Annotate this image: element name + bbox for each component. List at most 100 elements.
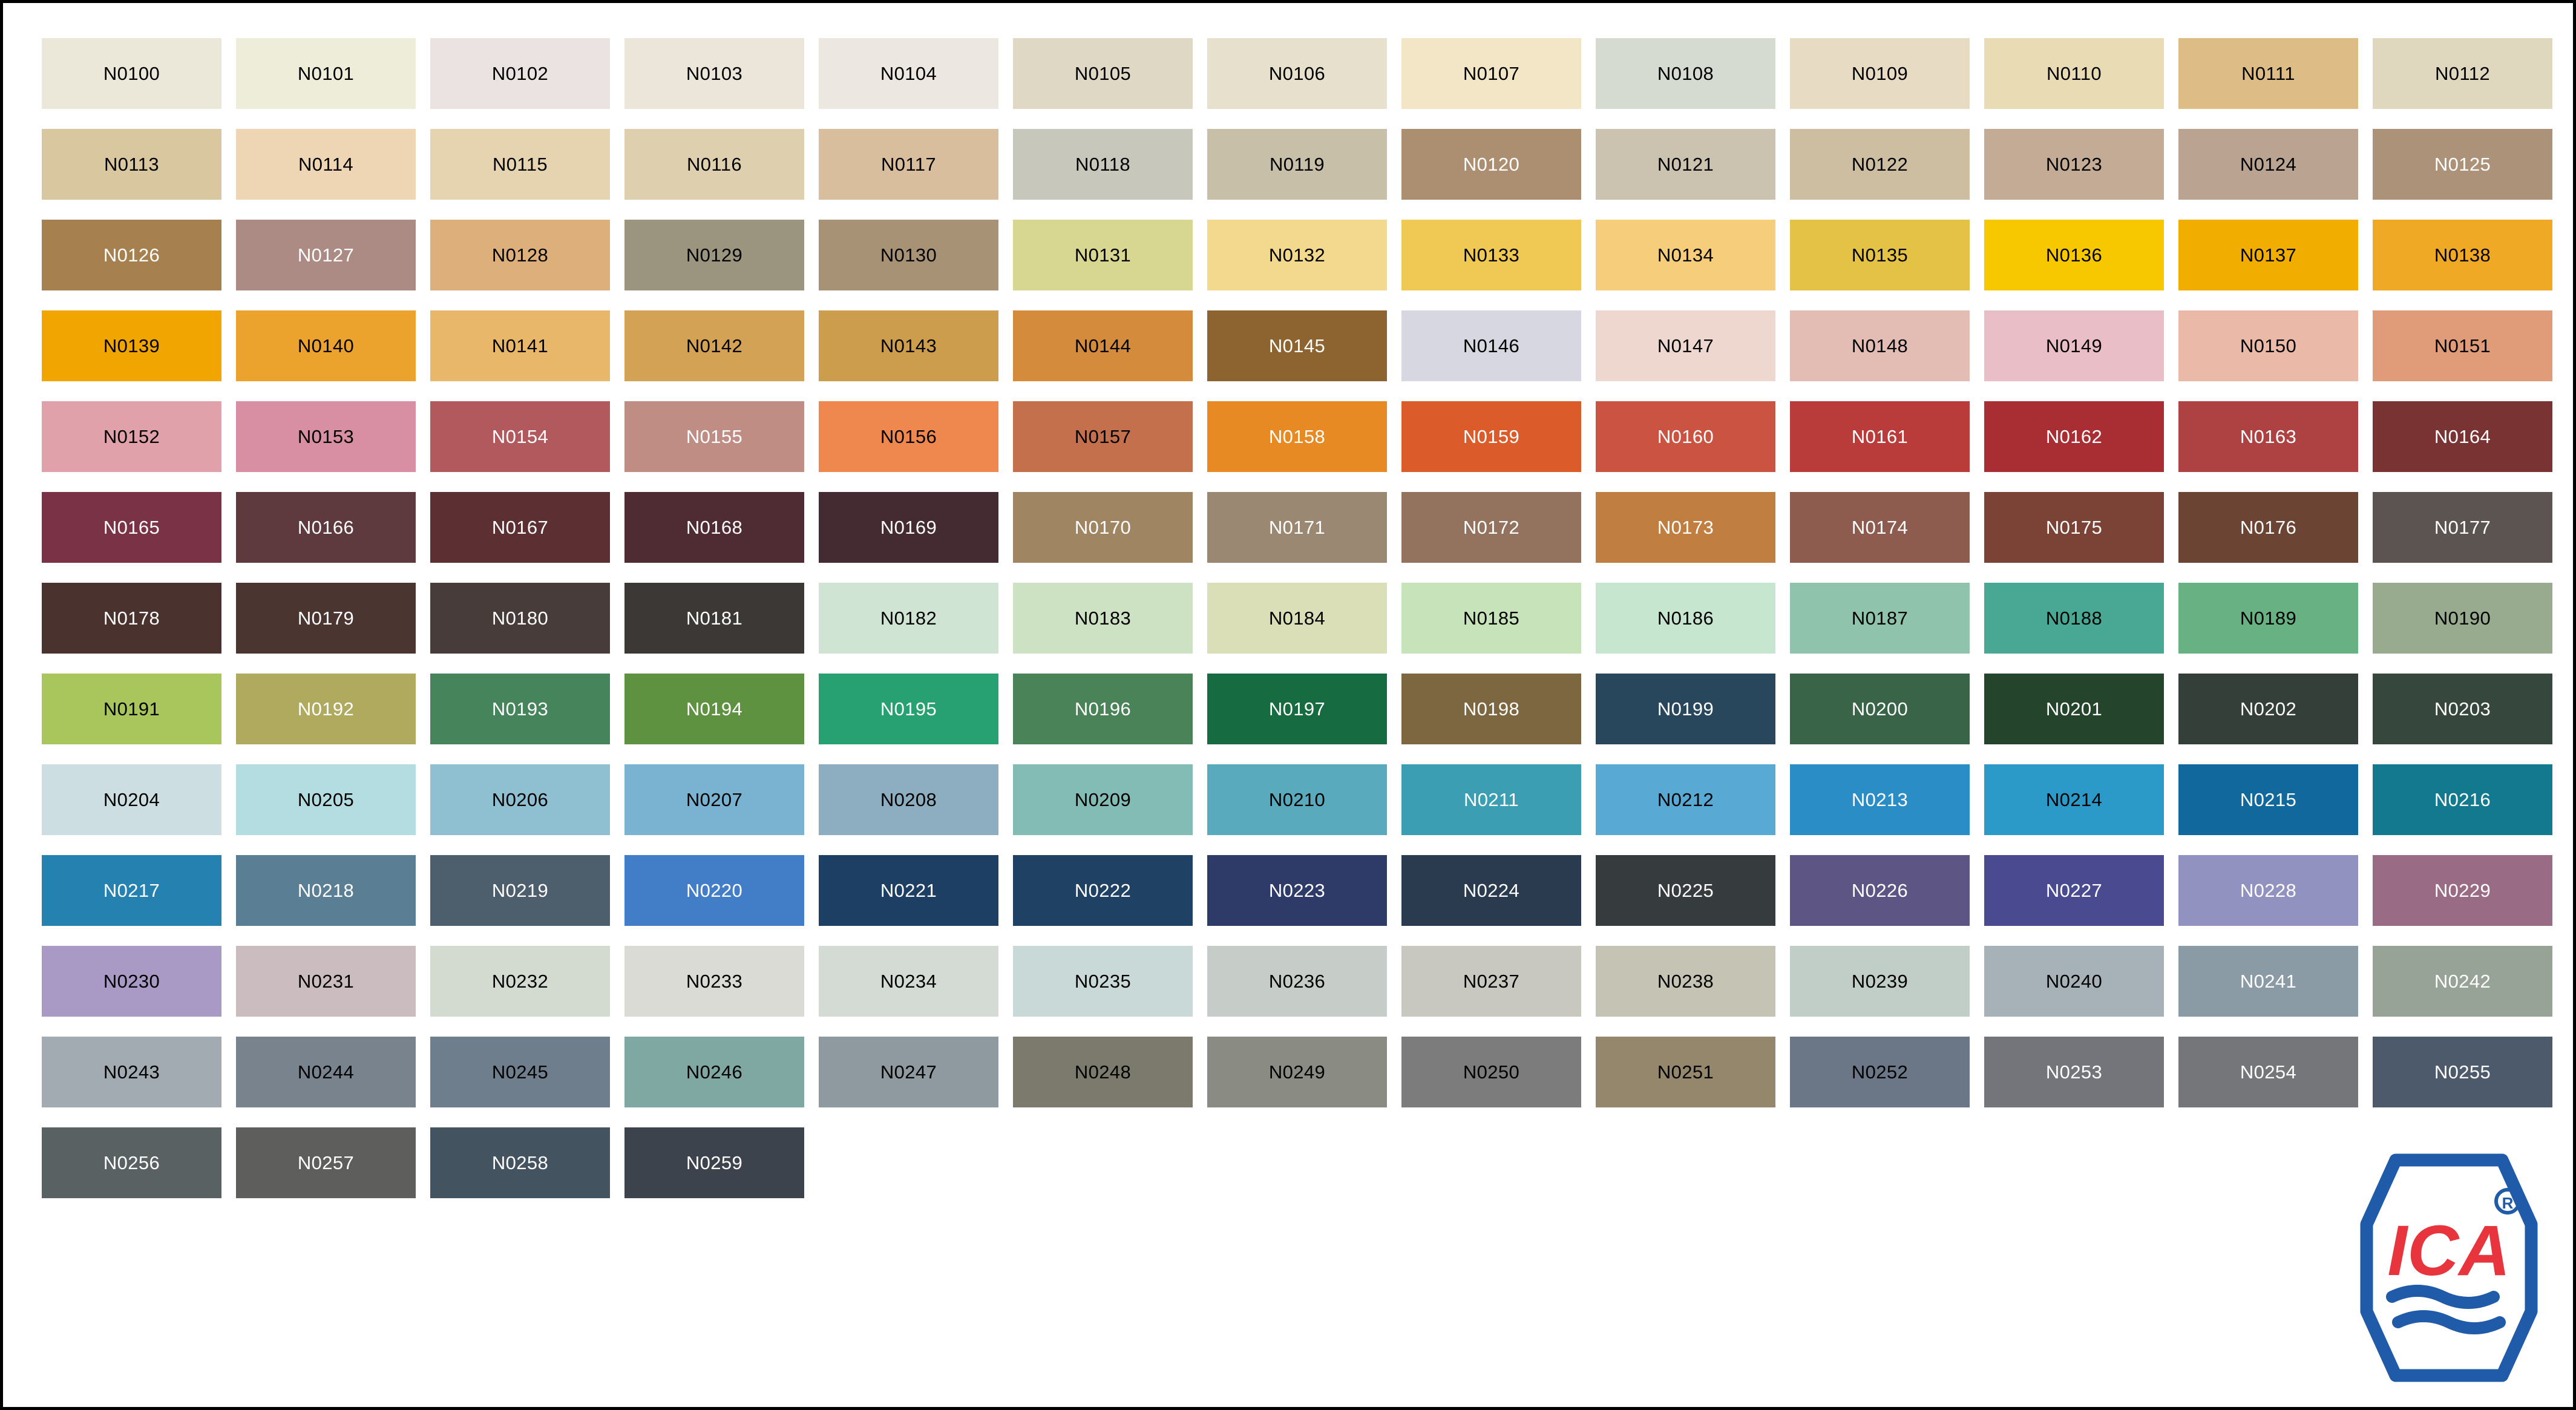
colour-swatch[interactable]: N0200 bbox=[1790, 674, 1970, 744]
colour-swatch[interactable]: N0227 bbox=[1984, 855, 2164, 926]
colour-swatch[interactable]: N0154 bbox=[430, 401, 610, 472]
colour-swatch[interactable]: N0159 bbox=[1401, 401, 1581, 472]
colour-swatch[interactable]: N0165 bbox=[42, 492, 221, 563]
colour-swatch[interactable]: N0110 bbox=[1984, 38, 2164, 109]
colour-swatch[interactable]: N0251 bbox=[1596, 1037, 1775, 1107]
colour-swatch[interactable]: N0195 bbox=[819, 674, 998, 744]
colour-swatch[interactable]: N0122 bbox=[1790, 129, 1970, 200]
colour-swatch[interactable]: N0203 bbox=[2373, 674, 2552, 744]
colour-swatch[interactable]: N0253 bbox=[1984, 1037, 2164, 1107]
colour-swatch[interactable]: N0167 bbox=[430, 492, 610, 563]
colour-swatch[interactable]: N0183 bbox=[1013, 583, 1193, 654]
colour-swatch[interactable]: N0254 bbox=[2178, 1037, 2358, 1107]
colour-swatch[interactable]: N0169 bbox=[819, 492, 998, 563]
colour-swatch[interactable]: N0173 bbox=[1596, 492, 1775, 563]
colour-swatch[interactable]: N0140 bbox=[236, 310, 416, 381]
colour-swatch[interactable]: N0141 bbox=[430, 310, 610, 381]
colour-swatch[interactable]: N0116 bbox=[624, 129, 804, 200]
colour-swatch[interactable]: N0155 bbox=[624, 401, 804, 472]
colour-swatch[interactable]: N0208 bbox=[819, 764, 998, 835]
colour-swatch[interactable]: N0242 bbox=[2373, 946, 2552, 1017]
colour-swatch[interactable]: N0190 bbox=[2373, 583, 2552, 654]
colour-swatch[interactable]: N0162 bbox=[1984, 401, 2164, 472]
colour-swatch[interactable]: N0145 bbox=[1207, 310, 1387, 381]
colour-swatch[interactable]: N0146 bbox=[1401, 310, 1581, 381]
colour-swatch[interactable]: N0212 bbox=[1596, 764, 1775, 835]
colour-swatch[interactable]: N0207 bbox=[624, 764, 804, 835]
colour-swatch[interactable]: N0134 bbox=[1596, 220, 1775, 290]
colour-swatch[interactable]: N0126 bbox=[42, 220, 221, 290]
colour-swatch[interactable]: N0186 bbox=[1596, 583, 1775, 654]
colour-swatch[interactable]: N0158 bbox=[1207, 401, 1387, 472]
colour-swatch[interactable]: N0259 bbox=[624, 1127, 804, 1198]
colour-swatch[interactable]: N0189 bbox=[2178, 583, 2358, 654]
colour-swatch[interactable]: N0235 bbox=[1013, 946, 1193, 1017]
colour-swatch[interactable]: N0172 bbox=[1401, 492, 1581, 563]
colour-swatch[interactable]: N0193 bbox=[430, 674, 610, 744]
colour-swatch[interactable]: N0100 bbox=[42, 38, 221, 109]
colour-swatch[interactable]: N0106 bbox=[1207, 38, 1387, 109]
colour-swatch[interactable]: N0229 bbox=[2373, 855, 2552, 926]
colour-swatch[interactable]: N0234 bbox=[819, 946, 998, 1017]
colour-swatch[interactable]: N0142 bbox=[624, 310, 804, 381]
colour-swatch[interactable]: N0160 bbox=[1596, 401, 1775, 472]
colour-swatch[interactable]: N0239 bbox=[1790, 946, 1970, 1017]
colour-swatch[interactable]: N0199 bbox=[1596, 674, 1775, 744]
colour-swatch[interactable]: N0223 bbox=[1207, 855, 1387, 926]
colour-swatch[interactable]: N0105 bbox=[1013, 38, 1193, 109]
colour-swatch[interactable]: N0250 bbox=[1401, 1037, 1581, 1107]
colour-swatch[interactable]: N0139 bbox=[42, 310, 221, 381]
colour-swatch[interactable]: N0168 bbox=[624, 492, 804, 563]
colour-swatch[interactable]: N0161 bbox=[1790, 401, 1970, 472]
colour-swatch[interactable]: N0220 bbox=[624, 855, 804, 926]
colour-swatch[interactable]: N0197 bbox=[1207, 674, 1387, 744]
colour-swatch[interactable]: N0228 bbox=[2178, 855, 2358, 926]
colour-swatch[interactable]: N0178 bbox=[42, 583, 221, 654]
colour-swatch[interactable]: N0171 bbox=[1207, 492, 1387, 563]
colour-swatch[interactable]: N0233 bbox=[624, 946, 804, 1017]
colour-swatch[interactable]: N0211 bbox=[1401, 764, 1581, 835]
colour-swatch[interactable]: N0230 bbox=[42, 946, 221, 1017]
colour-swatch[interactable]: N0232 bbox=[430, 946, 610, 1017]
colour-swatch[interactable]: N0177 bbox=[2373, 492, 2552, 563]
colour-swatch[interactable]: N0217 bbox=[42, 855, 221, 926]
colour-swatch[interactable]: N0130 bbox=[819, 220, 998, 290]
colour-swatch[interactable]: N0135 bbox=[1790, 220, 1970, 290]
colour-swatch[interactable]: N0118 bbox=[1013, 129, 1193, 200]
colour-swatch[interactable]: N0184 bbox=[1207, 583, 1387, 654]
colour-swatch[interactable]: N0226 bbox=[1790, 855, 1970, 926]
colour-swatch[interactable]: N0215 bbox=[2178, 764, 2358, 835]
colour-swatch[interactable]: N0170 bbox=[1013, 492, 1193, 563]
colour-swatch[interactable]: N0181 bbox=[624, 583, 804, 654]
colour-swatch[interactable]: N0131 bbox=[1013, 220, 1193, 290]
colour-swatch[interactable]: N0150 bbox=[2178, 310, 2358, 381]
colour-swatch[interactable]: N0238 bbox=[1596, 946, 1775, 1017]
colour-swatch[interactable]: N0241 bbox=[2178, 946, 2358, 1017]
colour-swatch[interactable]: N0113 bbox=[42, 129, 221, 200]
colour-swatch[interactable]: N0120 bbox=[1401, 129, 1581, 200]
colour-swatch[interactable]: N0219 bbox=[430, 855, 610, 926]
colour-swatch[interactable]: N0156 bbox=[819, 401, 998, 472]
colour-swatch[interactable]: N0115 bbox=[430, 129, 610, 200]
colour-swatch[interactable]: N0129 bbox=[624, 220, 804, 290]
colour-swatch[interactable]: N0151 bbox=[2373, 310, 2552, 381]
colour-swatch[interactable]: N0149 bbox=[1984, 310, 2164, 381]
colour-swatch[interactable]: N0111 bbox=[2178, 38, 2358, 109]
colour-swatch[interactable]: N0138 bbox=[2373, 220, 2552, 290]
colour-swatch[interactable]: N0258 bbox=[430, 1127, 610, 1198]
colour-swatch[interactable]: N0196 bbox=[1013, 674, 1193, 744]
colour-swatch[interactable]: N0163 bbox=[2178, 401, 2358, 472]
colour-swatch[interactable]: N0255 bbox=[2373, 1037, 2552, 1107]
colour-swatch[interactable]: N0222 bbox=[1013, 855, 1193, 926]
colour-swatch[interactable]: N0123 bbox=[1984, 129, 2164, 200]
colour-swatch[interactable]: N0114 bbox=[236, 129, 416, 200]
colour-swatch[interactable]: N0117 bbox=[819, 129, 998, 200]
colour-swatch[interactable]: N0246 bbox=[624, 1037, 804, 1107]
colour-swatch[interactable]: N0132 bbox=[1207, 220, 1387, 290]
colour-swatch[interactable]: N0136 bbox=[1984, 220, 2164, 290]
colour-swatch[interactable]: N0101 bbox=[236, 38, 416, 109]
colour-swatch[interactable]: N0148 bbox=[1790, 310, 1970, 381]
colour-swatch[interactable]: N0133 bbox=[1401, 220, 1581, 290]
colour-swatch[interactable]: N0185 bbox=[1401, 583, 1581, 654]
colour-swatch[interactable]: N0201 bbox=[1984, 674, 2164, 744]
